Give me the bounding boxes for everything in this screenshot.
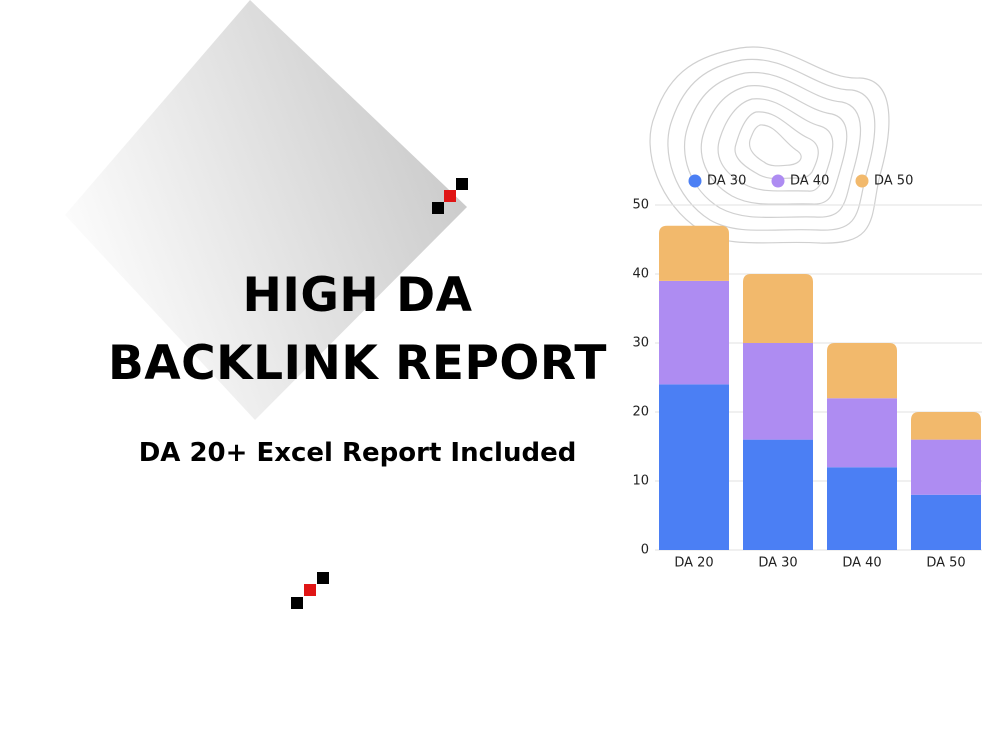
legend-label: DA 30 (707, 174, 746, 189)
bar-segment (911, 494, 981, 550)
bar-segment (827, 467, 897, 550)
y-tick-label: 30 (632, 336, 649, 351)
decor-diamond (65, 0, 467, 420)
legend-swatch (688, 174, 702, 188)
x-tick-label: DA 40 (842, 556, 881, 571)
legend-label: DA 40 (790, 174, 829, 189)
bar-segment (659, 280, 729, 385)
x-tick-label: DA 50 (926, 556, 965, 571)
title: HIGH DA BACKLINK REPORT (107, 268, 607, 391)
y-tick-label: 0 (641, 543, 649, 558)
y-tick-label: 40 (632, 267, 649, 282)
decor-contours (649, 46, 890, 244)
legend-swatch (855, 174, 869, 188)
legend-label: DA 50 (874, 174, 913, 189)
bar-segment (743, 343, 813, 440)
bar-segment (659, 225, 729, 281)
bar-segment (659, 384, 729, 550)
decor-squares (291, 178, 468, 609)
legend-swatch (771, 174, 785, 188)
bar-segment (827, 343, 897, 399)
bar-segment (911, 439, 981, 495)
bar-segment (743, 439, 813, 550)
x-tick-label: DA 30 (758, 556, 797, 571)
bar-segment (743, 274, 813, 343)
x-tick-label: DA 20 (674, 556, 713, 571)
subtitle: DA 20+ Excel Report Included (138, 438, 577, 468)
y-tick-label: 50 (632, 198, 649, 213)
y-tick-label: 10 (632, 474, 649, 489)
bar-segment (911, 412, 981, 440)
y-tick-label: 20 (632, 405, 649, 420)
bar-segment (827, 398, 897, 468)
